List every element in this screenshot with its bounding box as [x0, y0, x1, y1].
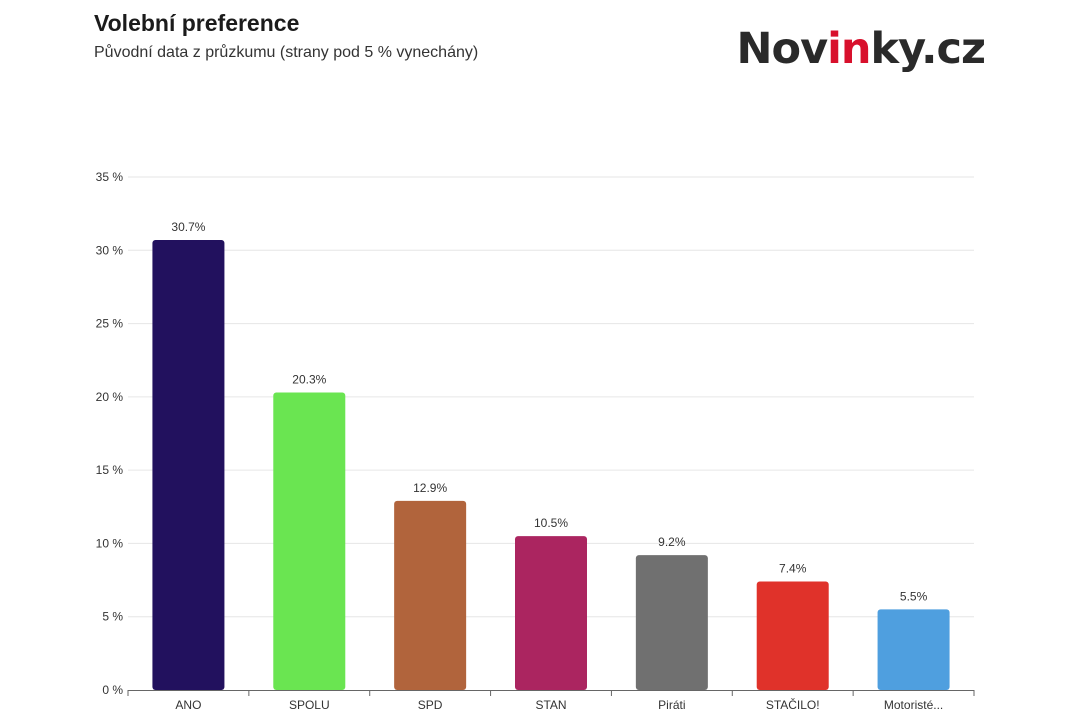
y-tick-label: 25 % — [96, 317, 124, 331]
y-tick-label: 30 % — [96, 243, 124, 257]
bar-stan — [515, 536, 587, 690]
logo-text-start: Nov — [736, 24, 829, 74]
bar-motorist — [877, 609, 950, 690]
x-tick-label: STAČILO! — [766, 697, 820, 712]
data-label: 12.9% — [413, 481, 447, 495]
y-tick-label: 10 % — [96, 536, 124, 550]
logo-text-accent: in — [827, 24, 871, 74]
logo-text-end: ky.cz — [870, 24, 986, 74]
x-tick-label: SPD — [418, 698, 443, 712]
y-tick-label: 5 % — [102, 610, 123, 624]
bar-pir-ti — [635, 555, 708, 690]
y-tick-label: 0 % — [102, 683, 123, 697]
bar-ano — [152, 240, 225, 691]
y-tick-label: 20 % — [96, 390, 124, 404]
data-label: 10.5% — [534, 516, 568, 530]
data-label: 7.4% — [779, 562, 807, 576]
data-label: 9.2% — [658, 535, 686, 549]
x-tick-label: SPOLU — [289, 698, 330, 712]
bar-sta-ilo — [756, 581, 829, 690]
data-label: 20.3% — [292, 372, 326, 386]
x-tick-label: ANO — [175, 698, 201, 712]
data-label: 30.7% — [171, 220, 205, 234]
y-tick-label: 15 % — [96, 463, 124, 477]
y-tick-label: 35 % — [96, 170, 124, 184]
bar-spolu — [273, 392, 346, 690]
novinky-logo: Novinky.cz — [737, 28, 986, 71]
data-label: 5.5% — [900, 589, 928, 603]
x-tick-label: STAN — [535, 698, 566, 712]
x-tick-label: Piráti — [658, 698, 685, 712]
x-tick-label: Motoristé... — [884, 698, 943, 712]
chart-title: Volební preference — [94, 10, 300, 36]
bar-spd — [394, 500, 467, 690]
chart-subtitle: Původní data z průzkumu (strany pod 5 % … — [94, 44, 479, 61]
